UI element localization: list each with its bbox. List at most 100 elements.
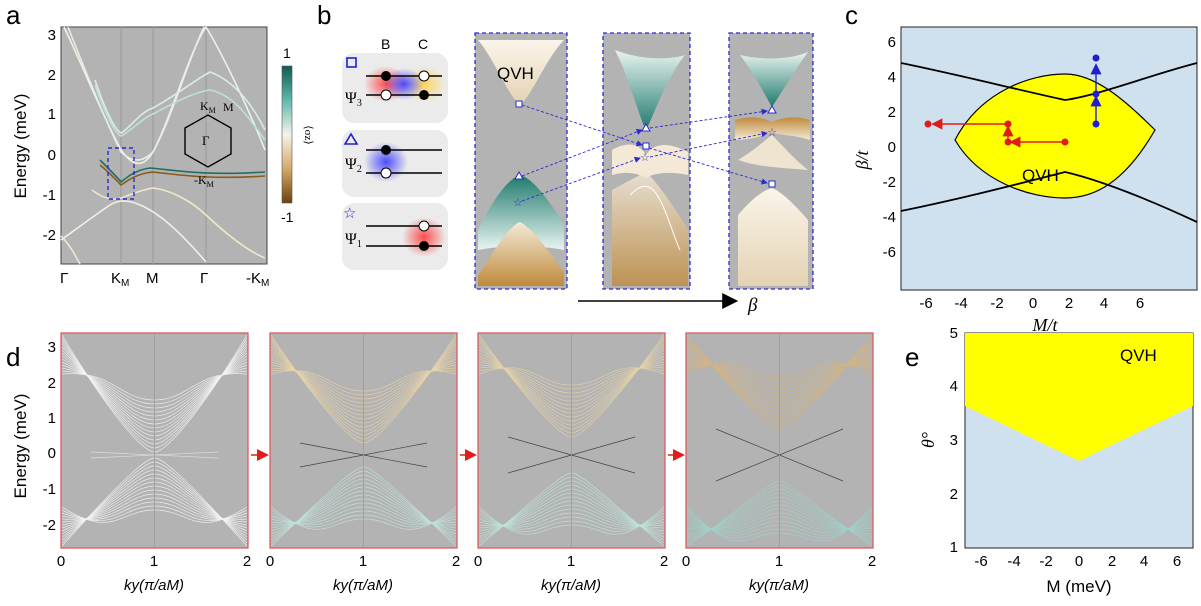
psi3-label: Ψ3: [345, 90, 362, 109]
svg-text:☆: ☆: [513, 197, 523, 209]
colorbar-min: -1: [281, 209, 294, 225]
x-tick-e: 6: [1173, 553, 1181, 570]
y-tick-c: 0: [888, 139, 896, 156]
x-tick-c: 4: [1100, 295, 1108, 312]
y-tick-c: 4: [888, 69, 896, 86]
x-tick-a: KM: [111, 270, 129, 289]
panel-c: c QVH -6 -4 -2 0: [845, 0, 1198, 335]
y-axis-label-c: β/t: [852, 150, 872, 171]
band-lines-a: [60, 26, 266, 265]
y-tick-a: 0: [48, 147, 56, 164]
svg-text:☆: ☆: [640, 152, 650, 164]
y-tick-a: 2: [48, 67, 56, 84]
panel-b: b B C Ψ3 Ψ2 ☆ Ψ1: [317, 0, 814, 316]
y-tick-a: -2: [43, 227, 56, 244]
red-path-markers: [924, 118, 1069, 148]
x-axis-labels-d: ky(π/aM) ky(π/aM) ky(π/aM) ky(π/aM): [124, 577, 809, 594]
psi1-label: Ψ1: [345, 231, 362, 250]
x-tick-a: M: [146, 270, 159, 287]
y-tick-c: 2: [888, 104, 896, 121]
x-tick-d: 2: [660, 553, 668, 570]
qvh-region-c: [954, 73, 1156, 199]
y-tick-a: 1: [48, 106, 56, 123]
x-ticks-d: 0 1 2 0 1 2 0 1 2 0 1 2: [57, 553, 876, 570]
y-tick-e: 1: [950, 539, 958, 556]
y-tick-e: 4: [950, 378, 958, 395]
x-tick-d: 0: [474, 553, 482, 570]
x-tick-e: 2: [1108, 553, 1116, 570]
x-tick-d: 1: [359, 553, 367, 570]
qvh-label-b: QVH: [497, 64, 534, 83]
x-ticks-a: Γ KM M Γ -KM: [60, 270, 269, 289]
x-tick-d: 2: [243, 553, 251, 570]
qvh-label-c: QVH: [1022, 166, 1059, 185]
bz-mk-label: -KM: [194, 173, 214, 189]
panel-letter-c: c: [845, 0, 858, 30]
y-tick-c: -6: [883, 244, 896, 261]
panel-d: d Energy (meV) 3 2 1 0 -1 -2 0 1 2 0 1 2…: [6, 332, 876, 594]
y-ticks-a: 3 2 1 0 -1 -2: [43, 27, 56, 244]
qvh-label-e: QVH: [1120, 346, 1157, 365]
panel-a: a Γ KM M -KM Energy (meV) 3: [6, 0, 314, 289]
y-axis-label-a: Energy (meV): [11, 94, 30, 199]
x-tick-a: -KM: [246, 270, 269, 289]
x-axis-label-c: M/t: [1032, 315, 1059, 335]
x-tick-c: -4: [954, 295, 967, 312]
panel-letter-b: b: [317, 0, 331, 30]
x-tick-e: -6: [974, 553, 987, 570]
beta-label: β: [747, 295, 758, 316]
y-tick-c: -2: [883, 174, 896, 191]
x-axis-label-d: ky(π/aM): [124, 577, 184, 594]
x-tick-a: Γ: [200, 270, 208, 287]
y-tick-d: 0: [48, 445, 56, 462]
y-axis-label-d: Energy (meV): [11, 394, 30, 499]
panel-letter-a: a: [6, 0, 21, 30]
x-tick-d: 2: [452, 553, 460, 570]
ribbon-bands: [61, 333, 873, 548]
x-tick-d: 1: [775, 553, 783, 570]
x-tick-d: 2: [868, 553, 876, 570]
x-axis-label-d: ky(π/aM): [333, 577, 393, 594]
x-tick-e: -2: [1039, 553, 1052, 570]
x-tick-d: 0: [57, 553, 65, 570]
brillouin-zone-hexagon: [184, 114, 232, 168]
x-tick-c: -2: [990, 295, 1003, 312]
orbital-c-label: C: [418, 36, 428, 52]
y-ticks-d: 3 2 1 0 -1 -2: [43, 339, 56, 534]
y-tick-a: 3: [48, 27, 56, 44]
x-tick-e: 0: [1075, 553, 1083, 570]
colorbar-max: 1: [283, 45, 291, 61]
y-tick-d: -2: [43, 517, 56, 534]
x-tick-e: 4: [1140, 553, 1148, 570]
x-tick-c: 6: [1136, 295, 1144, 312]
x-axis-label-d: ky(π/aM): [749, 577, 809, 594]
colorbar-label: ⟨σz⟩: [302, 125, 314, 144]
x-tick-a: Γ: [60, 270, 68, 287]
blue-path-markers: [1090, 54, 1102, 128]
x-tick-d: 0: [266, 553, 274, 570]
x-tick-d: 1: [567, 553, 575, 570]
x-axis-label-e: M (meV): [1046, 577, 1111, 596]
bz-m-label: M: [223, 100, 234, 114]
y-tick-a: -1: [43, 187, 56, 204]
x-tick-d: 0: [682, 553, 690, 570]
y-tick-c: -4: [883, 209, 896, 226]
x-axis-label-d: ky(π/aM): [541, 577, 601, 594]
y-ticks-e: 5 4 3 2 1: [950, 325, 958, 556]
qvh-region-e: [965, 333, 1193, 461]
panel-letter-d: d: [6, 342, 20, 372]
x-tick-c: 2: [1065, 295, 1073, 312]
y-tick-e: 5: [950, 325, 958, 342]
colorbar-a: [281, 65, 293, 204]
y-tick-c: 6: [888, 34, 896, 51]
x-tick-c: -6: [919, 295, 932, 312]
bz-gamma-label: Γ: [202, 133, 210, 148]
y-ticks-c: 6 4 2 0 -2 -4 -6: [883, 34, 896, 261]
x-tick-c: 0: [1029, 295, 1037, 312]
y-tick-d: 3: [48, 339, 56, 356]
y-tick-d: -1: [43, 481, 56, 498]
y-tick-d: 1: [48, 410, 56, 427]
x-ticks-c: -6 -4 -2 0 2 4 6: [919, 295, 1144, 312]
star-marker-icon: ☆: [343, 205, 356, 222]
